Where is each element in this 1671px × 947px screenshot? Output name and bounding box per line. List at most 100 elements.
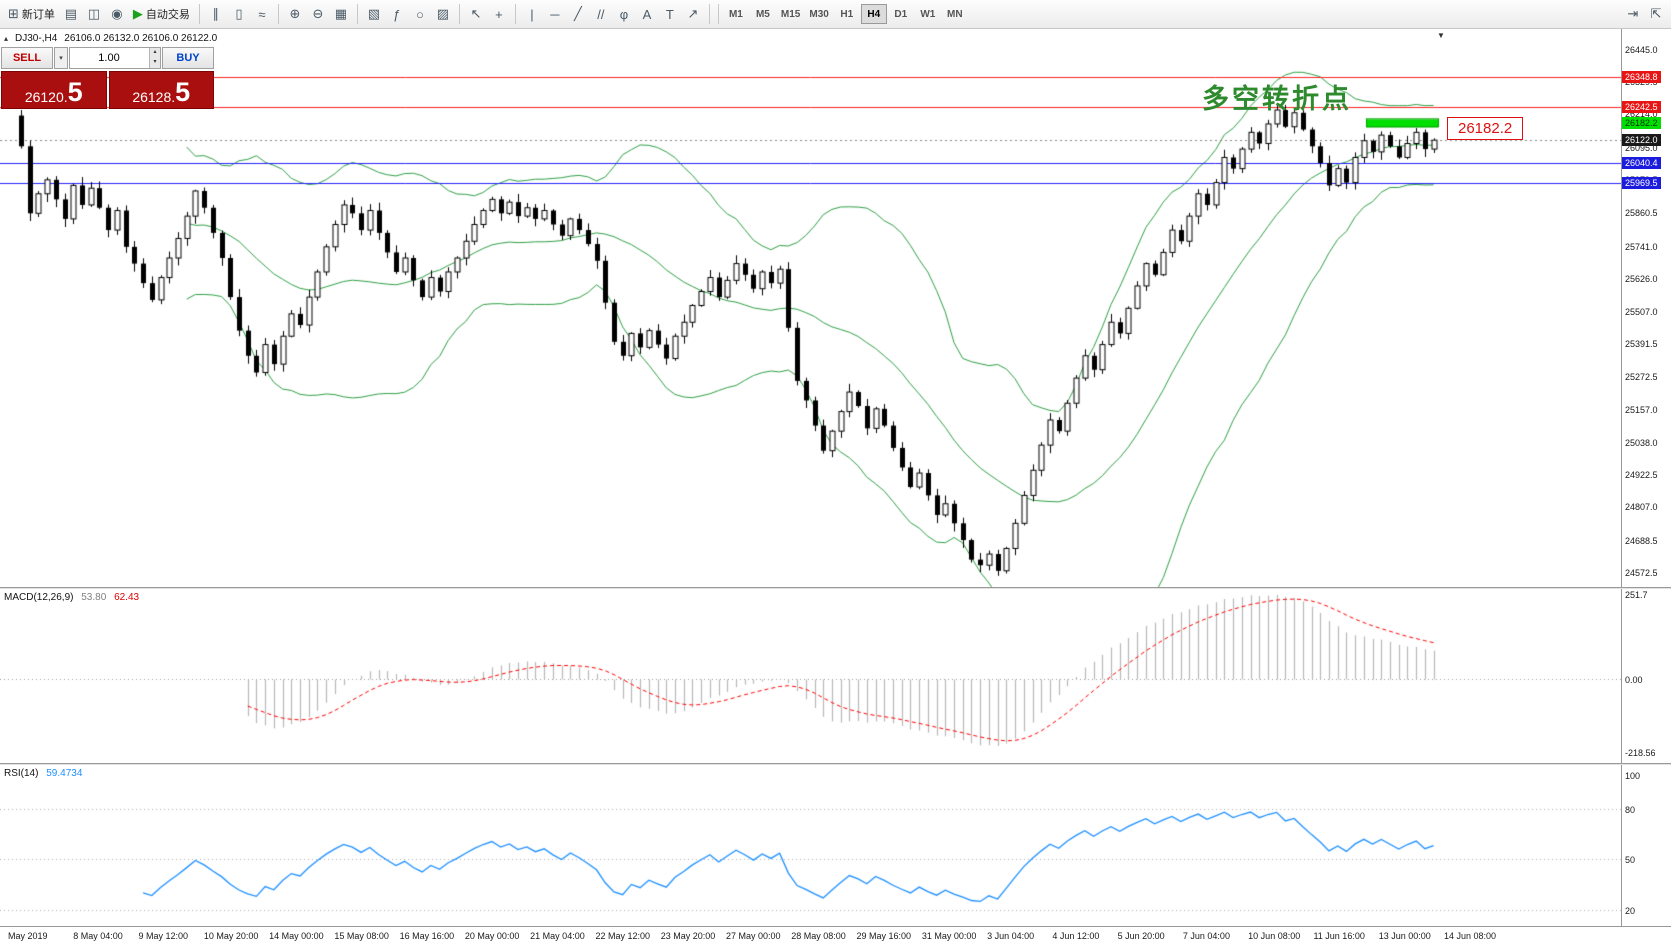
price-axis-label: 26445.0 <box>1625 44 1658 55</box>
rsi-axis-label: 50 <box>1625 855 1636 866</box>
toolbar-right-group: ⇥ ⇱ <box>1622 3 1667 25</box>
timeframe-w1[interactable]: W1 <box>920 8 936 20</box>
toolbar-separator <box>458 4 460 24</box>
candlestick-chart-glyph: ▯ <box>235 6 243 21</box>
indicators-icon[interactable]: ƒ <box>386 3 408 25</box>
sell-price-fraction: 5 <box>67 77 83 107</box>
price-chart-canvas[interactable] <box>0 29 1621 587</box>
fibonacci-icon[interactable]: φ <box>613 3 635 25</box>
time-axis-label: May 2019 <box>8 931 48 941</box>
macd-panel-splitter[interactable] <box>0 587 1671 589</box>
new-order-button[interactable]: ⊞ 新订单 <box>4 3 59 25</box>
tile-windows-glyph: ▦ <box>334 6 348 21</box>
time-axis-label: 3 Jun 04:00 <box>987 931 1035 941</box>
channel-icon[interactable]: // <box>590 3 612 25</box>
timeframe-m1[interactable]: M1 <box>728 8 743 20</box>
vertical-line-icon[interactable]: | <box>521 3 543 25</box>
navigator-glyph: ◉ <box>111 6 123 21</box>
toolbar: ⊞ 新订单 ▤ ◫ ◉ ▶ 自动交易 ∥ ▯ ≈ ⊕ ⊖ ▦ ▧ ƒ ○ ▨ ↖ + | ─ ╱//φ A T ↗ M1 M5 M1… <box>0 0 1671 29</box>
rsi-panel-splitter[interactable] <box>0 763 1671 765</box>
price-axis-label: 26214.0 <box>1625 109 1658 120</box>
timeframe-mn[interactable]: MN <box>947 8 963 20</box>
crosshair-icon[interactable]: + <box>488 3 510 25</box>
sell-button[interactable]: SELL <box>1 47 53 69</box>
macd-axis-label: -218.56 <box>1625 748 1656 759</box>
time-axis-label: 20 May 00:00 <box>464 931 520 941</box>
price-axis-label: 25157.0 <box>1625 404 1658 415</box>
time-axis-label: 15 May 08:00 <box>334 931 389 941</box>
toolbar-left-group: ⊞ 新订单 ▤ ◫ ◉ ▶ 自动交易 ∥ ▯ ≈ ⊕ ⊖ ▦ ▧ ƒ ○ ▨ ↖ + | ─ ╱ // φ A T ↗ <box>4 3 714 25</box>
timeframe-h1[interactable]: H1 <box>840 8 854 20</box>
rsi-axis-label: 80 <box>1625 804 1636 815</box>
chart-shift-marker-icon[interactable]: ▼ <box>1437 31 1445 40</box>
price-callout[interactable]: 26182.2 <box>1447 117 1524 140</box>
price-level-tag: 25969.5 <box>1622 176 1661 189</box>
label-tool-icon[interactable]: T <box>659 3 681 25</box>
symbol-name: DJ30-,H4 <box>15 33 58 44</box>
price-axis-label: 25272.5 <box>1625 372 1658 383</box>
new-order-glyph: ⊞ <box>8 6 19 21</box>
chart-profiles-icon[interactable]: ▤ <box>60 3 82 25</box>
cursor-icon[interactable]: ↖ <box>465 3 487 25</box>
chevron-down-icon: ▾ <box>59 55 63 62</box>
rsi-chart-canvas[interactable] <box>0 765 1621 926</box>
trendline-icon[interactable]: ╱ <box>567 3 589 25</box>
tile-windows-icon[interactable]: ▦ <box>330 3 352 25</box>
price-axis-label: 26095.0 <box>1625 142 1658 153</box>
candlestick-chart-icon[interactable]: ▯ <box>228 3 250 25</box>
new-chart-icon[interactable]: ▧ <box>363 3 385 25</box>
time-axis-label: 31 May 00:00 <box>921 931 977 941</box>
time-axis-label: 23 May 20:00 <box>660 931 716 941</box>
price-axis-label: 25626.0 <box>1625 273 1658 284</box>
timeframe-h4[interactable]: H4 <box>860 4 887 24</box>
time-axis: May 2019 8 May 04:00 9 May 12:00 10 May 20:… <box>0 926 1671 947</box>
timeframe-m30[interactable]: M30 <box>809 8 829 20</box>
order-options-dropdown[interactable]: ▾ <box>54 47 68 69</box>
zoom-out-icon[interactable]: ⊖ <box>307 3 329 25</box>
macd-axis <box>1621 589 1671 763</box>
price-axis-label: 25741.0 <box>1625 241 1658 252</box>
timeframe-m15[interactable]: M15 <box>780 8 801 20</box>
time-axis-label: 5 Jun 20:00 <box>1117 931 1165 941</box>
chart-annotation-text[interactable]: 多空转折点 <box>1202 84 1352 115</box>
toolbar-separator <box>514 4 516 24</box>
auto-scroll-icon[interactable]: ⇱ <box>1650 6 1662 21</box>
chart-shift-icon[interactable]: ⇥ <box>1627 6 1639 21</box>
toolbar-separator <box>277 4 279 24</box>
zoom-in-glyph: ⊕ <box>289 6 301 21</box>
periods-icon[interactable]: ○ <box>409 3 431 25</box>
text-tool-icon[interactable]: A <box>636 3 658 25</box>
chart-profiles-glyph: ▤ <box>64 6 78 21</box>
toolbar-separator <box>198 4 200 24</box>
text-tool-glyph: A <box>642 6 652 22</box>
line-chart-icon[interactable]: ≈ <box>251 3 273 25</box>
volume-decrease-button[interactable]: ▾ <box>150 58 160 68</box>
sell-price-button[interactable]: 26120. 5 <box>1 71 107 109</box>
macd-chart-canvas[interactable] <box>0 589 1621 763</box>
buy-price-button[interactable]: 26128. 5 <box>108 71 214 109</box>
autotrading-glyph: ▶ <box>132 6 143 21</box>
trade-controls-row: SELL ▾ ▴ ▾ BUY <box>1 47 214 69</box>
timeframe-m5[interactable]: M5 <box>755 8 770 20</box>
timeframe-d1[interactable]: D1 <box>894 8 908 20</box>
zoom-in-icon[interactable]: ⊕ <box>284 3 306 25</box>
buy-button[interactable]: BUY <box>162 47 214 69</box>
one-click-collapse-icon[interactable]: ▴ <box>4 34 9 43</box>
volume-input[interactable] <box>69 47 161 69</box>
bar-chart-icon[interactable]: ∥ <box>205 3 227 25</box>
time-axis-label: 14 May 00:00 <box>269 931 324 941</box>
templates-icon[interactable]: ▨ <box>432 3 454 25</box>
horizontal-line-icon[interactable]: ─ <box>544 3 566 25</box>
one-click-trading-panel: SELL ▾ ▴ ▾ BUY 26120.5 26128.5 <box>1 47 214 109</box>
volume-increase-button[interactable]: ▴ <box>150 48 160 58</box>
autotrading-button[interactable]: ▶ 自动交易 <box>129 3 194 25</box>
templates-glyph: ▨ <box>436 6 450 21</box>
price-axis-label: 25860.5 <box>1625 208 1658 219</box>
market-watch-icon[interactable]: ◫ <box>83 3 105 25</box>
navigator-icon[interactable]: ◉ <box>106 3 128 25</box>
rsi-indicator-name: RSI(14) <box>4 768 39 779</box>
toolbar-separator <box>356 4 358 24</box>
arrows-tool-icon[interactable]: ↗ <box>682 3 704 25</box>
volume-field: ▴ ▾ <box>69 47 161 69</box>
macd-label: MACD(12,26,9) 53.80 62.43 <box>4 592 139 603</box>
